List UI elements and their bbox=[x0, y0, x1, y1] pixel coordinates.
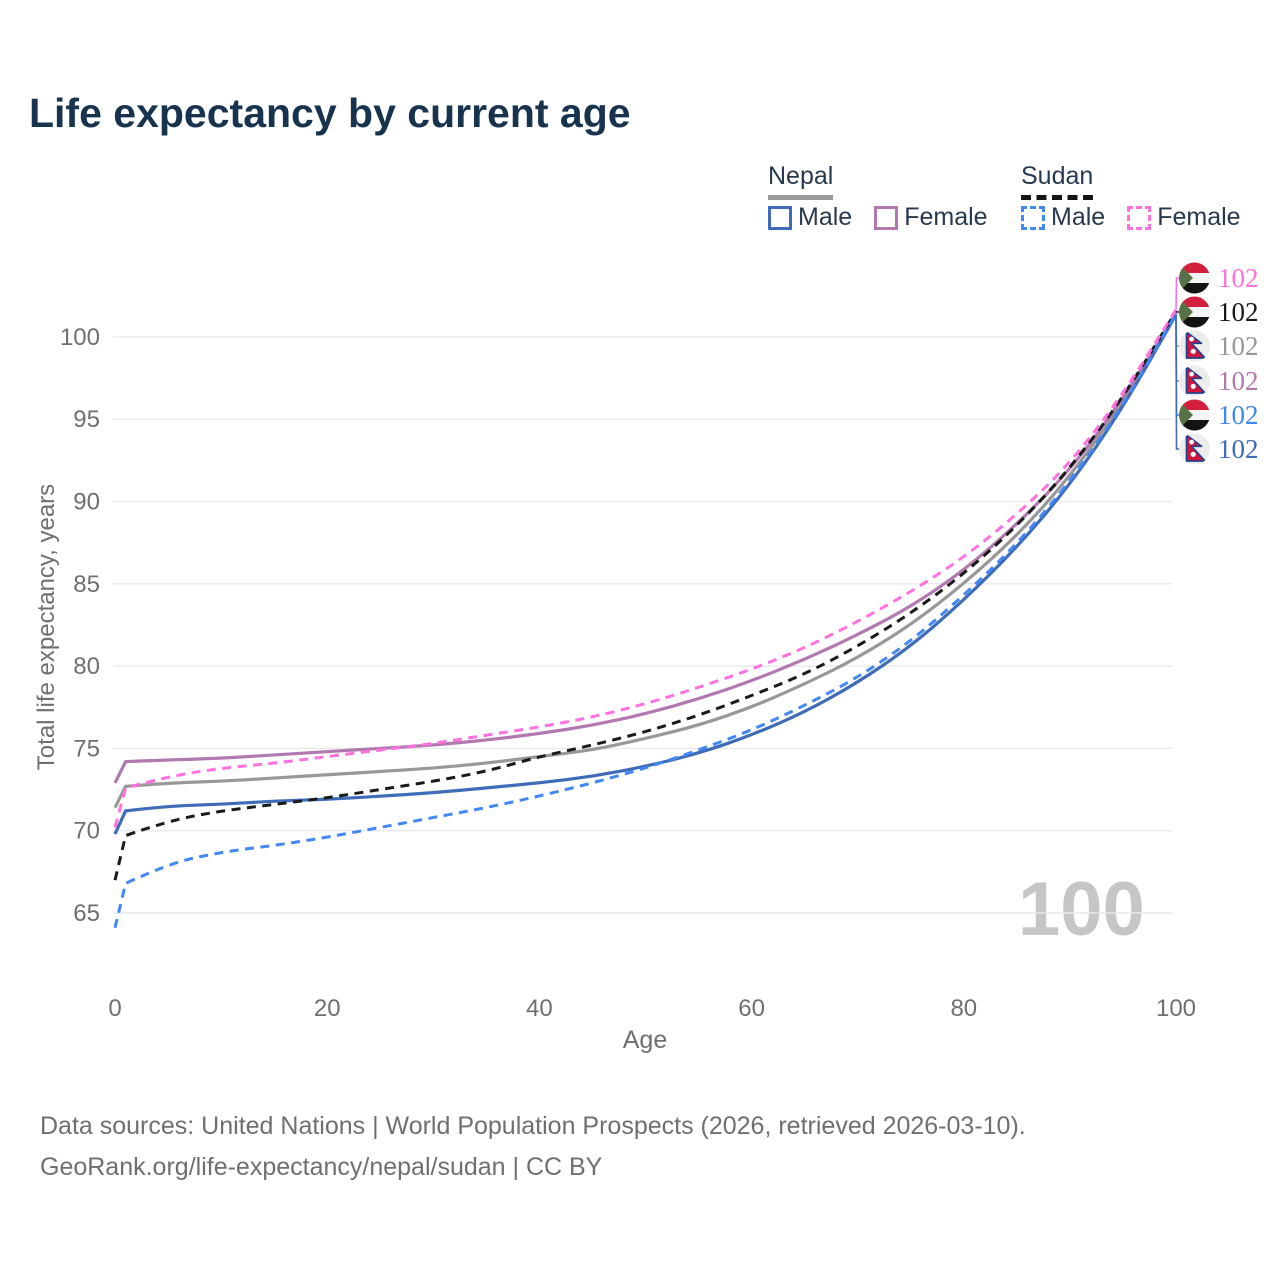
y-tick-65: 65 bbox=[73, 900, 100, 927]
legend-sudan-female-label[interactable]: Female bbox=[1157, 203, 1241, 231]
y-tick-85: 85 bbox=[73, 571, 100, 598]
sudan-flag-icon bbox=[1179, 297, 1210, 328]
end-label-nepal_total: 102 bbox=[1218, 331, 1259, 361]
x-tick-60: 60 bbox=[738, 995, 765, 1022]
x-axis-title: Age bbox=[622, 1026, 668, 1054]
series-line-nepal_female[interactable] bbox=[113, 312, 1178, 784]
end-label-sudan_male: 102 bbox=[1218, 400, 1259, 430]
x-tick-80: 80 bbox=[950, 995, 977, 1022]
y-tick-80: 80 bbox=[73, 653, 100, 680]
legend-country-sudan[interactable]: Sudan bbox=[1021, 162, 1094, 200]
y-tick-90: 90 bbox=[73, 489, 100, 516]
series-line-sudan_male[interactable] bbox=[113, 313, 1178, 929]
nepal-flag-icon bbox=[1179, 366, 1210, 397]
gridlines bbox=[113, 336, 1172, 914]
x-axis-tick-labels: 0 20 40 60 80 100 bbox=[108, 995, 1196, 1022]
y-tick-100: 100 bbox=[60, 324, 100, 351]
series-line-sudan_total[interactable] bbox=[113, 310, 1178, 881]
y-tick-75: 75 bbox=[73, 735, 100, 762]
legend-group-nepal: Nepal bbox=[768, 162, 834, 200]
footer: Data sources: United Nations | World Pop… bbox=[40, 1106, 1026, 1188]
footer-url-line: GeoRank.org/life-expectancy/nepal/sudan … bbox=[40, 1153, 603, 1181]
nepal-flag-icon bbox=[1179, 331, 1210, 362]
nepal-male-swatch-icon[interactable] bbox=[768, 205, 792, 230]
end-label-sudan_female: 102 bbox=[1218, 263, 1259, 293]
end-label-nepal_male: 102 bbox=[1218, 434, 1259, 464]
end-label-nepal_female: 102 bbox=[1218, 366, 1259, 396]
connector-sudan_male bbox=[1175, 313, 1186, 416]
series-line-sudan_female[interactable] bbox=[113, 308, 1178, 828]
hover-age-watermark: 100 bbox=[1018, 867, 1145, 952]
x-tick-40: 40 bbox=[526, 995, 553, 1022]
nepal-female-swatch-icon[interactable] bbox=[874, 205, 899, 230]
sudan-male-swatch-icon[interactable] bbox=[1021, 205, 1045, 230]
sudan-female-swatch-icon[interactable] bbox=[1127, 205, 1152, 230]
end-labels: 102 102 102 102 102 102 bbox=[1179, 263, 1259, 465]
x-tick-20: 20 bbox=[314, 995, 341, 1022]
y-axis-tick-labels: 65 70 75 80 85 90 95 100 bbox=[60, 324, 100, 927]
end-label-sudan_total: 102 bbox=[1218, 297, 1259, 327]
legend-row-sudan: Male Female bbox=[1021, 203, 1263, 232]
legend-nepal-female-label[interactable]: Female bbox=[904, 203, 988, 231]
legend-group-sudan: Sudan bbox=[1021, 162, 1094, 200]
y-tick-70: 70 bbox=[73, 818, 100, 845]
x-tick-100: 100 bbox=[1156, 995, 1196, 1022]
series-line-nepal_male[interactable] bbox=[113, 313, 1178, 835]
legend-nepal-male-label[interactable]: Male bbox=[798, 203, 853, 231]
nepal-flag-icon bbox=[1179, 434, 1210, 465]
series-line-nepal_total[interactable] bbox=[113, 311, 1178, 809]
sudan-flag-icon bbox=[1179, 400, 1210, 431]
page-title: Life expectancy by current age bbox=[29, 90, 631, 136]
x-tick-0: 0 bbox=[108, 995, 121, 1022]
legend-row-nepal: Male Female bbox=[768, 203, 1010, 232]
y-tick-95: 95 bbox=[73, 406, 100, 433]
sudan-flag-icon bbox=[1179, 263, 1210, 294]
footer-sources-line: Data sources: United Nations | World Pop… bbox=[40, 1112, 1026, 1140]
legend-sudan-male-label[interactable]: Male bbox=[1051, 203, 1106, 231]
legend-country-nepal[interactable]: Nepal bbox=[768, 162, 834, 200]
series-lines bbox=[113, 308, 1178, 929]
